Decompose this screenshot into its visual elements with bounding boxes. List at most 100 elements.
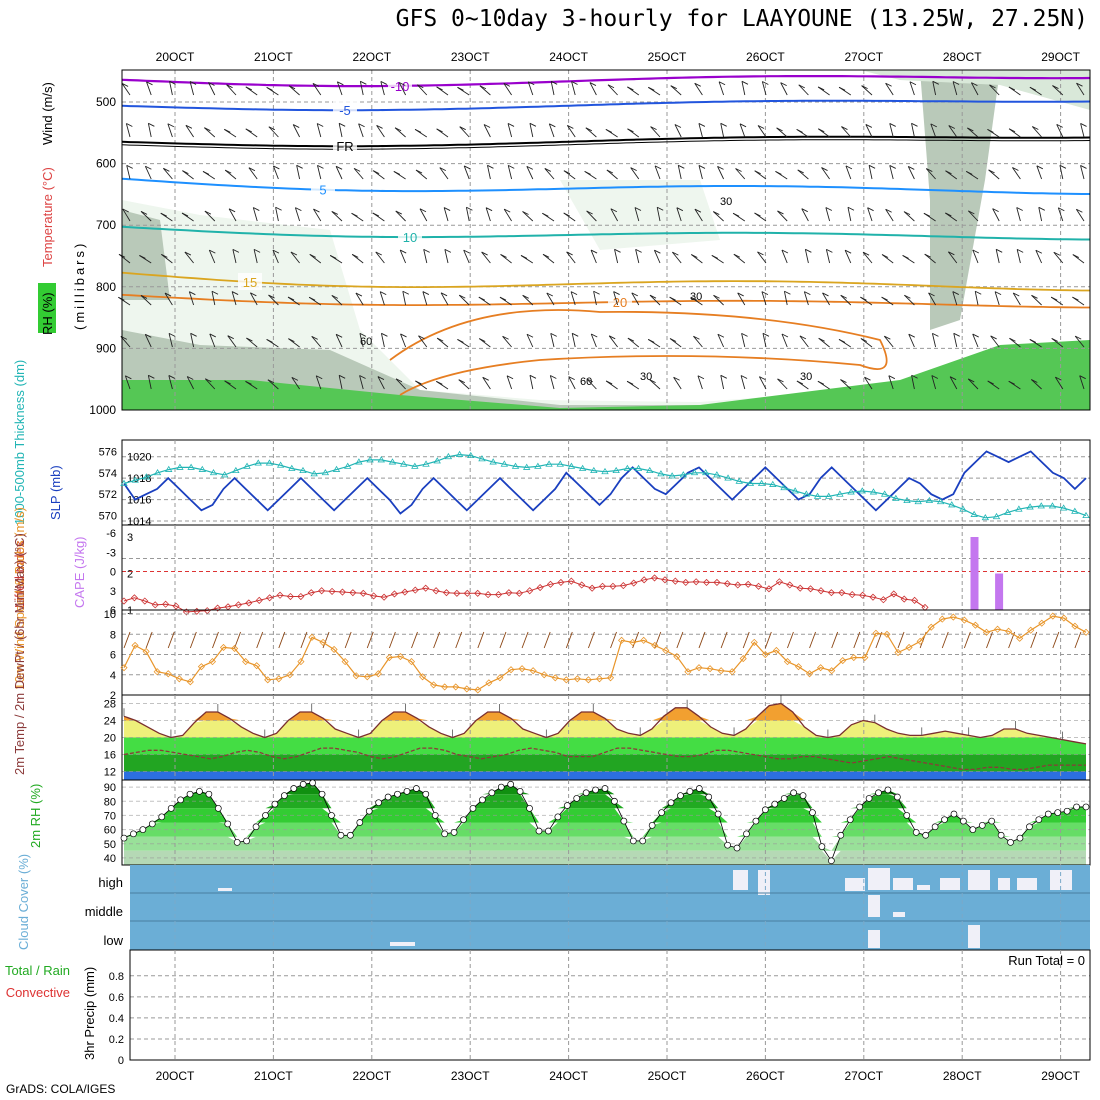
wind-barb-flag: [479, 338, 486, 342]
bottom-date-label: 29OCT: [1041, 1069, 1080, 1083]
wind-tick-label: 4: [110, 670, 116, 682]
wind-barb: [635, 249, 640, 264]
wind10m-marker: [297, 658, 305, 666]
lifted-index-marker: [682, 578, 690, 586]
wind-barb: [1054, 376, 1064, 390]
rh2m-marker: [780, 795, 788, 802]
wind-barb-flag: [245, 128, 252, 133]
thickness-marker: [310, 470, 318, 477]
lifted-axis-label: Lifted Index: [12, 540, 27, 608]
wind-barb-flag: [634, 207, 642, 211]
cloud-block: [1017, 878, 1037, 890]
wind-barb: [780, 82, 788, 96]
wind-barb-flag: [885, 208, 892, 213]
wind10m-barb: [941, 631, 949, 649]
wind10m-barb: [986, 631, 993, 649]
wind10m-marker: [894, 648, 902, 657]
wind-barb-flag: [648, 86, 655, 91]
wind-barb-flag: [160, 212, 167, 217]
pressure-tick-label: 500: [96, 95, 116, 109]
wind-barb-flag: [1056, 123, 1063, 128]
wind-barb-flag: [656, 206, 664, 211]
wind-barb-flag: [224, 169, 232, 174]
wind-barb: [925, 168, 936, 180]
wind-barb-flag: [585, 127, 593, 132]
wind-barb-flag: [359, 375, 366, 379]
wind10m-marker: [1082, 628, 1090, 636]
rh2m-marker: [384, 793, 392, 801]
wind-barb-flag: [732, 212, 740, 217]
wind-barb: [952, 291, 958, 306]
wind10m-marker: [308, 633, 316, 641]
rh2m-marker: [799, 792, 807, 799]
wind-barb: [444, 249, 449, 264]
wind-barb-flag: [187, 376, 194, 380]
thickness-marker: [802, 490, 811, 497]
wind-barb: [1076, 82, 1085, 96]
wind-barb: [209, 333, 216, 348]
wind-barb: [677, 165, 682, 180]
lifted-index-marker: [505, 589, 513, 597]
wind-barb: [904, 294, 915, 306]
thickness-marker: [1071, 507, 1079, 514]
wind-barb-flag: [818, 337, 825, 342]
wind-barb-flag: [784, 290, 791, 295]
rh2m-marker: [686, 787, 694, 795]
wind-barb: [911, 375, 915, 390]
wind-barb-flag: [654, 249, 661, 254]
wind-barb: [316, 123, 322, 138]
wind10m-marker: [817, 664, 825, 672]
wind-barb-flag: [395, 210, 402, 215]
wind-barb-flag: [845, 165, 853, 170]
wind-barb-flag: [520, 255, 528, 259]
cloud-block: [968, 870, 990, 890]
contour-label: 15: [243, 275, 257, 290]
wind-barb-flag: [780, 82, 787, 87]
wind-barb: [607, 84, 618, 96]
wind-barb-flag: [672, 251, 679, 256]
wind10m-barb: [897, 631, 905, 649]
grads-credit: GrADS: COLA/IGES: [6, 1082, 116, 1096]
wind-barb-flag: [694, 208, 702, 213]
rh2m-marker: [950, 810, 958, 818]
wind-barb: [1031, 294, 1042, 306]
wind-barb: [697, 375, 703, 390]
wind-barb: [930, 123, 937, 138]
thickness-marker: [1026, 503, 1034, 510]
wind-barb-flag: [1016, 207, 1023, 211]
wind-barb-flag: [1053, 251, 1061, 256]
wind-barb: [777, 378, 788, 390]
thickness-marker: [422, 460, 430, 467]
wind-barb: [359, 81, 364, 96]
wind-barb-flag: [613, 291, 620, 295]
thickness-marker: [243, 462, 251, 469]
wind-barb: [903, 211, 915, 222]
wind-barb: [989, 84, 1000, 96]
wind-barb: [737, 292, 746, 306]
lifted-index-marker: [338, 588, 347, 596]
wind-barb: [208, 82, 216, 96]
wind-barb: [953, 333, 958, 348]
lifted-index-marker: [557, 578, 565, 586]
wind-barb: [527, 81, 534, 96]
thickness-marker: [612, 466, 620, 474]
series-line-thickness: [123, 453, 1087, 519]
lifted-index-marker: [297, 592, 305, 601]
wind-barb-flag: [948, 125, 955, 129]
wind-barb-flag: [928, 292, 935, 297]
wind-barb-flag: [529, 374, 537, 379]
rh2m-marker: [573, 795, 581, 802]
lifted-index-marker: [609, 582, 617, 590]
rh2m-marker: [695, 785, 703, 792]
thickness-marker: [724, 474, 732, 481]
wind-barb: [249, 292, 258, 306]
wind-barb-flag: [590, 249, 598, 254]
wind10m-marker: [595, 675, 604, 683]
wind-barb: [988, 169, 1000, 180]
lifted-index-marker: [318, 587, 326, 595]
wind-barb-flag: [550, 375, 557, 379]
wind-barb: [147, 375, 152, 390]
wind10m-marker: [341, 658, 349, 666]
wind-barb: [840, 294, 852, 306]
wind-barb-flag: [972, 249, 980, 254]
